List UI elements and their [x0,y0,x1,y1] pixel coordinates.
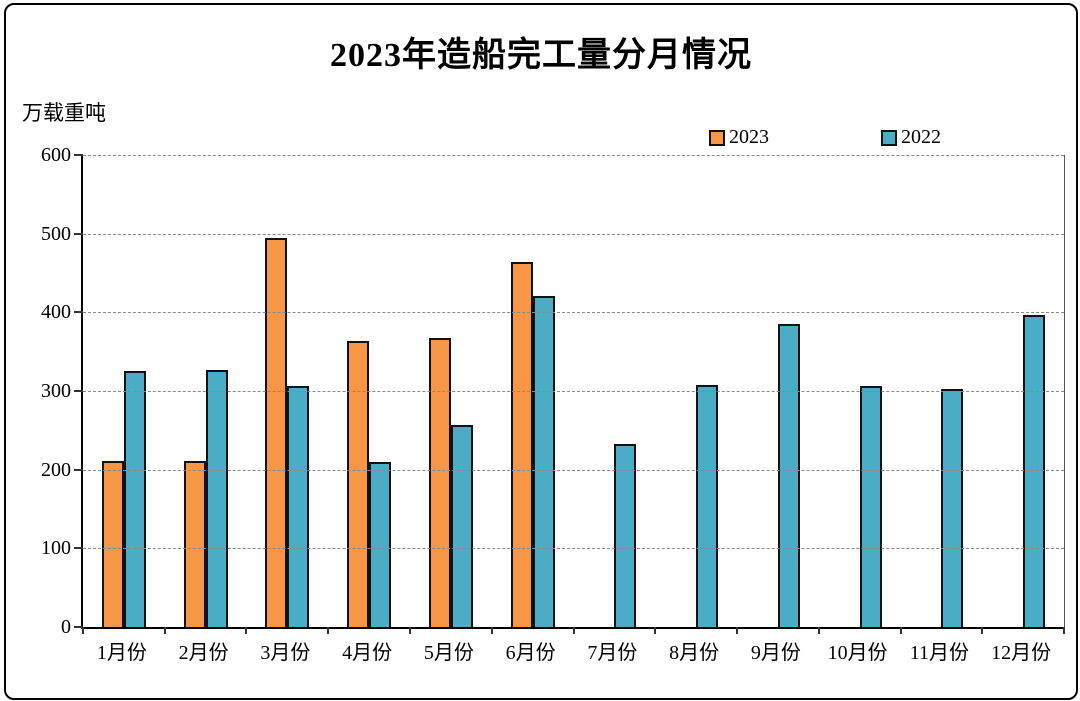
legend-item-2023: 2023 [709,126,769,149]
x-axis-label-7月份: 7月份 [587,642,638,664]
bar-group-2月份 [165,155,247,627]
bar-2022-10月份 [859,386,882,627]
y-tick-mark-500 [74,232,83,235]
bar-2022-8月份 [696,384,719,627]
x-axis-label-1月份: 1月份 [96,642,147,664]
x-axis-label-10月份: 10月份 [827,642,888,664]
gridline-100 [83,548,1064,550]
x-tick-mark-7 [654,627,657,634]
bar-2023-3月份 [265,238,288,627]
x-tick-mark-6 [572,627,575,634]
x-tick-mark-5 [490,627,493,634]
gridline-400 [83,312,1064,314]
x-tick-mark-12 [1063,627,1065,634]
y-tick-mark-200 [74,468,83,471]
chart-frame: 2023年造船完工量分月情况 万载重吨 2023 2022 600 500 400 3… [4,3,1078,700]
y-tick-mark-400 [74,311,83,314]
bar-pair-8月份 [674,155,719,627]
bar-2022-7月份 [614,443,637,627]
bar-2023-5月份 [428,337,451,627]
x-axis-labels: 1月份 2月份 3月份 4月份 5月份 6月份 7月份 8月份 9月份 10月份 11月份 12月份 [81,636,1062,665]
gridline-200 [83,469,1064,471]
bar-2022-2月份 [205,369,228,627]
x-tick-mark-9 [817,627,820,634]
bar-2022-1月份 [123,371,146,627]
x-tick-mark-11 [981,627,984,634]
x-tick-mark-3 [327,627,330,634]
y-tick-mark-600 [74,154,83,156]
bar-pair-11月份 [919,155,964,627]
x-axis-label-9月份: 9月份 [750,642,801,664]
bar-2022-11月份 [941,389,964,627]
bar-pair-1月份 [101,155,146,627]
gridline-300 [83,391,1064,392]
bar-group-5月份 [410,155,492,627]
y-axis-label-300: 300 [41,380,71,402]
bar-pair-9月份 [756,155,800,627]
bar-group-3月份 [247,155,329,627]
bar-2023-4月份 [347,341,370,627]
bar-group-7月份 [574,155,656,627]
y-tick-mark-300 [74,390,83,392]
y-tick-mark-100 [74,547,83,550]
bar-2022-12月份 [1023,315,1046,627]
x-tick-mark-1 [163,627,166,634]
x-axis-label-8月份: 8月份 [669,642,720,664]
y-axis-label-500: 500 [41,222,71,245]
bar-group-9月份 [737,155,819,627]
bar-pair-2月份 [183,155,228,627]
bar-2022-4月份 [369,461,392,627]
gridline-600 [83,155,1064,156]
bar-2022-5月份 [450,424,473,627]
bar-group-8月份 [655,155,737,627]
x-tick-mark-10 [899,627,902,634]
y-axis-label-400: 400 [41,301,71,324]
plot-area: 600 500 400 300 200 100 0 [41,144,1065,638]
x-tick-mark-8 [735,627,738,634]
y-axis-unit-label: 万载重吨 [22,101,106,125]
x-axis-label-11月份: 11月份 [909,642,969,664]
x-tick-mark-4 [408,627,411,634]
bar-2022-9月份 [777,324,800,627]
legend-label-2023: 2023 [729,126,769,148]
bar-group-1月份 [83,155,165,627]
bar-2023-1月份 [101,461,124,627]
legend: 2023 2022 [709,126,941,149]
legend-swatch-2022-icon [881,129,897,146]
bar-group-10月份 [819,155,901,627]
y-axis-label-100: 100 [41,537,71,560]
y-axis-label-600: 600 [41,144,71,166]
legend-item-2022: 2022 [881,126,941,149]
bar-group-6月份 [492,155,574,627]
gridline-500 [83,233,1064,235]
y-tick-mark-0 [74,626,83,628]
bar-group-11月份 [901,155,983,627]
y-axis-label-200: 200 [41,458,71,481]
x-axis-label-6月份: 6月份 [505,642,556,664]
bar-2022-6月份 [532,295,555,627]
bar-pair-3月份 [265,155,310,627]
bar-2023-2月份 [183,461,206,627]
legend-swatch-2023-icon [709,129,725,146]
bar-group-4月份 [328,155,410,627]
x-axis-label-4月份: 4月份 [342,642,393,664]
x-axis-label-3月份: 3月份 [260,642,311,664]
y-axis-label-0: 0 [61,616,71,638]
x-tick-mark-2 [245,627,248,634]
chart-title: 2023年造船完工量分月情况 [330,37,752,74]
legend-label-2022: 2022 [901,126,941,148]
bar-pair-10月份 [838,155,882,627]
x-tick-mark-0 [82,627,84,634]
bar-pair-6月份 [510,155,555,627]
bar-pair-4月份 [347,155,392,627]
x-axis-label-12月份: 12月份 [991,642,1052,664]
x-axis-label-2月份: 2月份 [178,642,229,664]
x-axis-label-5月份: 5月份 [423,642,474,664]
bar-2023-6月份 [510,262,533,627]
bar-pair-5月份 [428,155,473,627]
bar-pair-7月份 [592,155,637,627]
bar-2022-3月份 [287,385,310,627]
